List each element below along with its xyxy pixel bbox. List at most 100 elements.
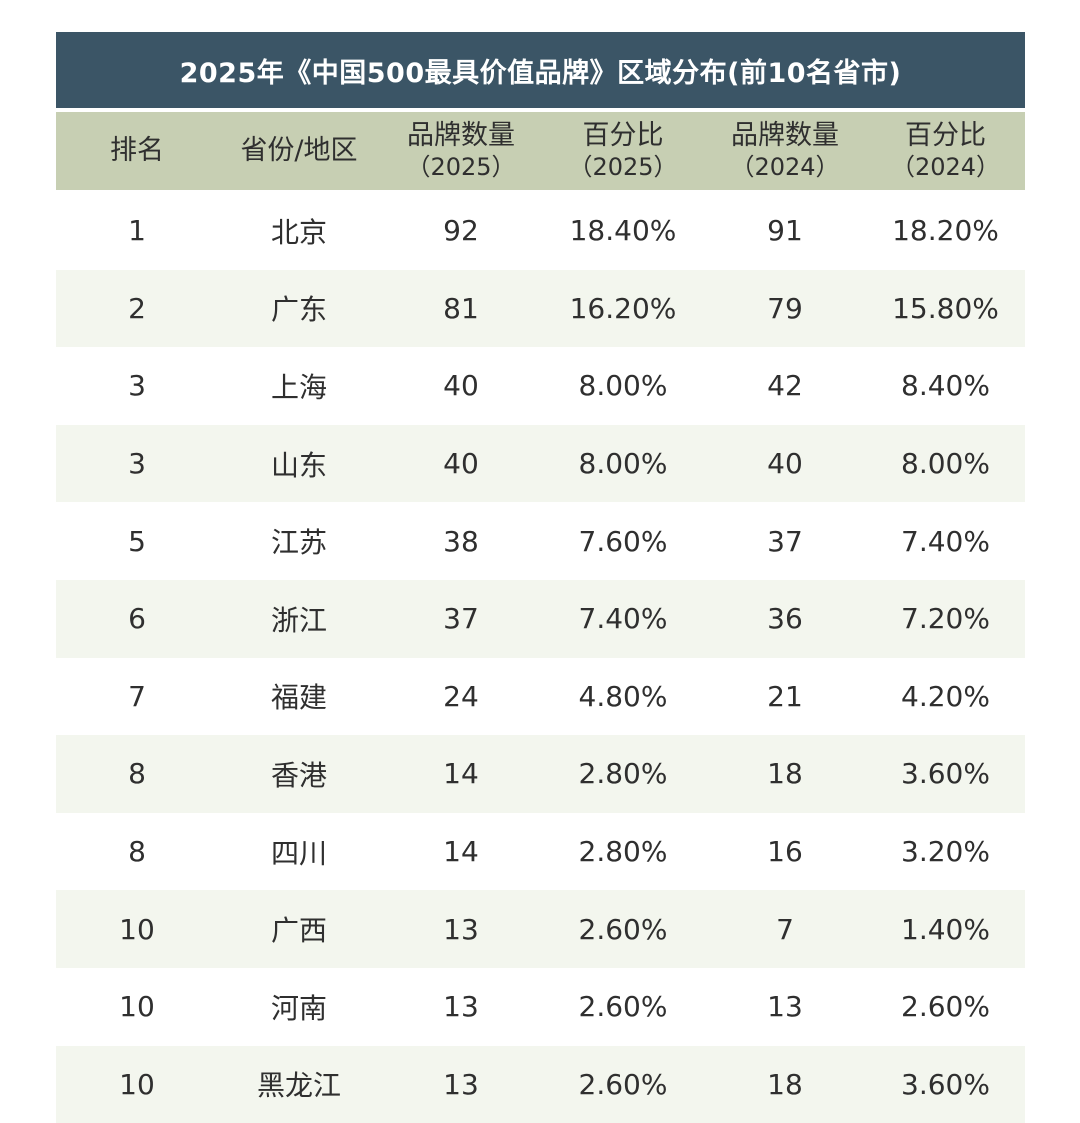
cell-percent-2024: 8.00% [901, 447, 990, 481]
cell-rank: 3 [128, 447, 146, 481]
table-row: 10 广西 13 2.60% 7 1.40% [56, 890, 1025, 968]
cell-rank: 5 [128, 524, 146, 558]
table-row: 5 江苏 38 7.60% 37 7.40% [56, 502, 1025, 580]
cell-percent-2024: 3.60% [901, 1067, 990, 1101]
cell-province: 上海 [270, 370, 327, 404]
header-brand-count-2024-year: （2024） [730, 153, 840, 181]
cell-percent-2025: 7.60% [578, 524, 668, 558]
header-province-label: 省份/地区 [240, 135, 358, 166]
cell-count-2025: 13 [443, 1067, 479, 1101]
cell-province: 四川 [270, 836, 327, 870]
cell-count-2024: 36 [767, 602, 803, 636]
cell-count-2025: 37 [443, 602, 479, 636]
cell-count-2025: 92 [443, 214, 479, 248]
cell-rank: 7 [128, 679, 146, 713]
cell-province: 北京 [270, 215, 327, 249]
table-row: 3 上海 40 8.00% 42 8.40% [56, 347, 1025, 425]
table-row: 10 黑龙江 13 2.60% 18 3.60% [56, 1045, 1025, 1123]
table-row: 8 香港 14 2.80% 18 3.60% [56, 735, 1025, 813]
cell-rank: 3 [128, 369, 146, 403]
cell-count-2024: 42 [767, 369, 803, 403]
cell-percent-2025: 4.80% [578, 679, 668, 713]
cell-count-2024: 21 [767, 679, 803, 713]
cell-percent-2024: 18.20% [892, 214, 999, 248]
header-percent-2024-label: 百分比 [905, 120, 986, 151]
cell-percent-2024: 8.40% [901, 369, 990, 403]
brand-region-table: 2025年《中国500最具价值品牌》区域分布(前10名省市) 排名 省份/地区 … [56, 32, 1025, 1123]
cell-percent-2025: 16.20% [569, 291, 677, 325]
cell-count-2024: 18 [767, 757, 803, 791]
cell-province: 广东 [270, 293, 327, 327]
cell-province: 广西 [270, 914, 327, 948]
table-title: 2025年《中国500最具价值品牌》区域分布(前10名省市) [56, 32, 1025, 108]
cell-province: 河南 [270, 991, 327, 1025]
cell-rank: 2 [128, 291, 146, 325]
cell-rank: 6 [128, 602, 146, 636]
cell-count-2025: 40 [443, 369, 479, 403]
cell-province: 山东 [270, 448, 327, 482]
cell-count-2024: 37 [767, 524, 803, 558]
header-percent-2024: 百分比 （2024） [866, 120, 1025, 182]
cell-percent-2024: 15.80% [892, 291, 999, 325]
cell-percent-2024: 1.40% [901, 912, 990, 946]
cell-percent-2024: 4.20% [901, 679, 990, 713]
cell-percent-2025: 7.40% [578, 602, 668, 636]
table-row: 1 北京 92 18.40% 91 18.20% [56, 192, 1025, 270]
cell-rank: 10 [119, 990, 155, 1024]
cell-percent-2025: 2.80% [578, 757, 668, 791]
table-row: 10 河南 13 2.60% 13 2.60% [56, 968, 1025, 1046]
cell-province: 浙江 [270, 603, 327, 637]
table-header-row: 排名 省份/地区 品牌数量 （2025） 百分比 （2025） 品牌数量 （20… [56, 112, 1025, 192]
cell-percent-2025: 2.60% [578, 990, 668, 1024]
header-rank: 排名 [56, 135, 218, 167]
cell-rank: 10 [119, 1067, 155, 1101]
cell-count-2025: 24 [443, 679, 479, 713]
cell-count-2024: 79 [767, 291, 803, 325]
header-percent-2024-year: （2024） [890, 153, 1001, 181]
cell-count-2025: 14 [443, 835, 479, 869]
cell-count-2025: 13 [443, 990, 479, 1024]
cell-count-2025: 40 [443, 447, 479, 481]
header-percent-2025-year: （2025） [568, 153, 678, 181]
header-percent-2025-label: 百分比 [582, 120, 664, 151]
table-row: 3 山东 40 8.00% 40 8.00% [56, 424, 1025, 503]
header-brand-count-2025-year: （2025） [406, 153, 516, 181]
cell-count-2024: 16 [767, 835, 803, 869]
cell-count-2024: 40 [767, 447, 803, 481]
cell-percent-2024: 3.60% [901, 757, 990, 791]
header-brand-count-2024: 品牌数量 （2024） [704, 120, 866, 182]
cell-count-2024: 91 [767, 214, 803, 248]
cell-percent-2025: 2.60% [578, 1067, 668, 1101]
cell-percent-2025: 2.60% [578, 912, 668, 946]
cell-percent-2024: 2.60% [901, 990, 990, 1024]
table-row: 7 福建 24 4.80% 21 4.20% [56, 658, 1025, 736]
cell-rank: 10 [119, 912, 155, 946]
cell-rank: 1 [128, 214, 146, 248]
cell-count-2025: 38 [443, 524, 479, 558]
cell-count-2025: 13 [443, 912, 479, 946]
cell-percent-2025: 2.80% [578, 835, 668, 869]
table-row: 6 浙江 37 7.40% 36 7.20% [56, 579, 1025, 658]
cell-percent-2024: 3.20% [901, 835, 990, 869]
cell-rank: 8 [128, 835, 146, 869]
table-row: 8 四川 14 2.80% 16 3.20% [56, 813, 1025, 891]
table-row: 2 广东 81 16.20% 79 15.80% [56, 269, 1025, 348]
cell-count-2024: 18 [767, 1067, 803, 1101]
cell-percent-2025: 8.00% [578, 447, 668, 481]
cell-percent-2025: 8.00% [578, 369, 668, 403]
title-divider [56, 108, 1025, 112]
cell-province: 江苏 [270, 526, 327, 560]
cell-count-2025: 81 [443, 291, 479, 325]
header-percent-2025: 百分比 （2025） [542, 120, 704, 182]
cell-count-2024: 13 [767, 990, 803, 1024]
cell-count-2024: 7 [776, 912, 794, 946]
cell-percent-2024: 7.40% [901, 524, 990, 558]
cell-province: 福建 [270, 681, 327, 715]
cell-rank: 8 [128, 757, 146, 791]
header-brand-count-2024-label: 品牌数量 [731, 120, 839, 151]
header-rank-label: 排名 [110, 135, 164, 166]
cell-province: 香港 [270, 758, 327, 792]
cell-percent-2025: 18.40% [569, 214, 677, 248]
cell-count-2025: 14 [443, 757, 479, 791]
header-brand-count-2025-label: 品牌数量 [407, 120, 515, 151]
